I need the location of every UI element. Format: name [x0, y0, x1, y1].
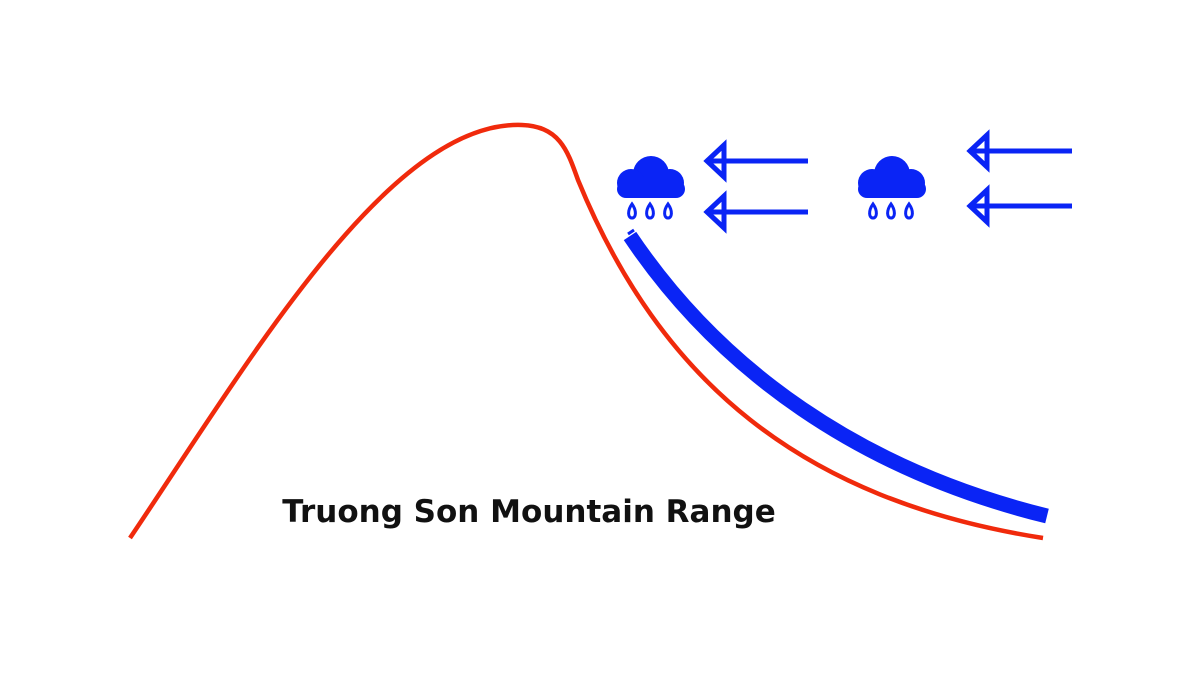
- mountain-range-label: Truong Son Mountain Range: [282, 494, 776, 530]
- windward-rain-band: [623, 231, 1049, 524]
- rain-cloud-icon: [858, 156, 926, 220]
- mountain-profile-line: [128, 122, 1044, 541]
- left-arrow-icon: [966, 184, 1072, 228]
- left-arrow-icon: [703, 139, 808, 183]
- left-arrow-icon: [966, 129, 1072, 173]
- rain-band-top-tick: [627, 228, 635, 236]
- rain-cloud-icon: [617, 156, 685, 220]
- left-arrow-icon: [703, 190, 808, 234]
